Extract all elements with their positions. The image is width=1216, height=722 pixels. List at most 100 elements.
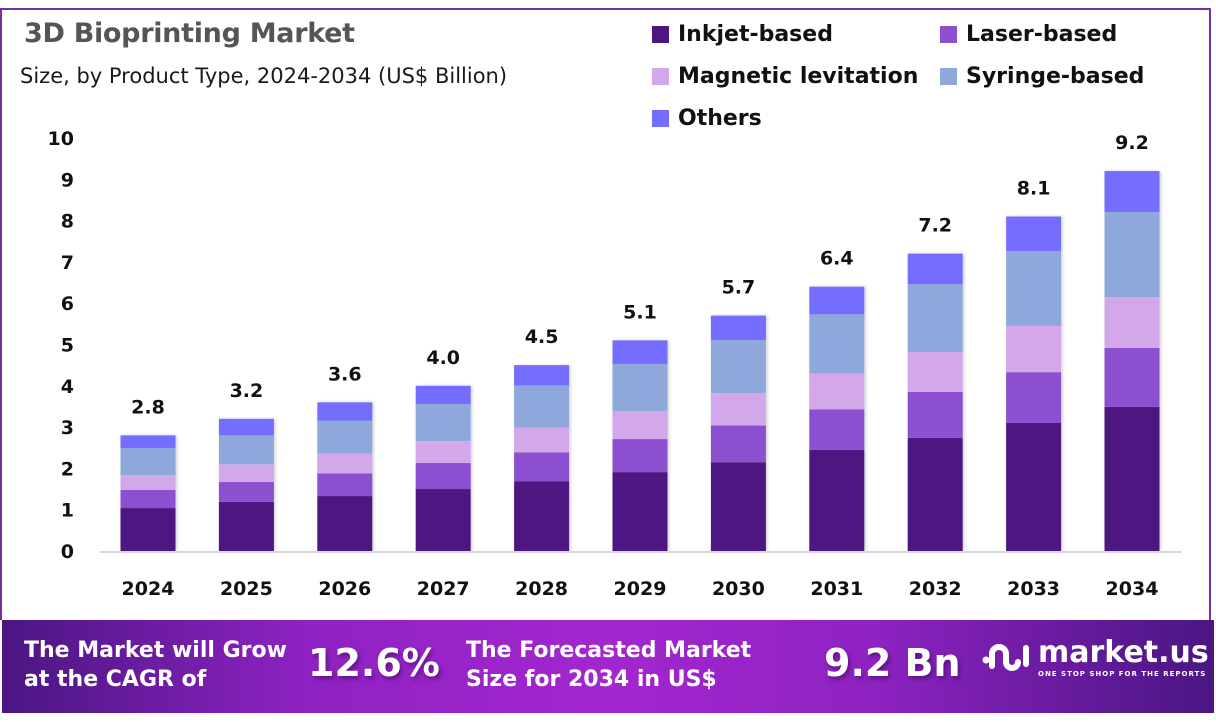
bar-segment-syringe-based-2024 — [120, 448, 176, 476]
legend-label: Others — [678, 106, 762, 131]
bar-segment-syringe-based-2029 — [612, 363, 668, 411]
x-tick-label: 2027 — [417, 578, 470, 600]
bar-segment-inkjet-based-2025 — [218, 501, 274, 551]
total-data-label: 2.8 — [131, 396, 165, 418]
bar-segment-syringe-based-2034 — [1104, 211, 1160, 298]
bar-segment-syringe-based-2031 — [809, 314, 865, 374]
forecast-value: 9.2 Bn — [824, 641, 961, 685]
data-labels: 2.8 3.2 3.6 4.0 4.5 5.1 5.7 6.4 7.2 8.1 9.2 — [131, 132, 1149, 418]
legend-item-others: Others — [652, 106, 762, 131]
bar-segment-inkjet-based-2031 — [809, 449, 865, 551]
x-tick-label: 2024 — [122, 578, 175, 600]
legend-item-laser: Laser-based — [940, 22, 1117, 47]
bar-segment-magnetic-levitation-2025 — [218, 464, 274, 483]
bar-segment-laser-based-2029 — [612, 439, 668, 473]
cagr-value: 12.6% — [308, 641, 440, 685]
x-tick-label: 2031 — [810, 578, 863, 600]
y-tick-label: 9 — [61, 169, 74, 191]
y-tick-label: 1 — [61, 500, 74, 522]
bar-segment-others-2028 — [514, 365, 570, 386]
logo-tagline: ONE STOP SHOP FOR THE REPORTS — [1038, 670, 1207, 678]
bar-segment-magnetic-levitation-2024 — [120, 475, 176, 490]
bar-segment-inkjet-based-2032 — [907, 437, 963, 551]
bar-stack-2034 — [1104, 171, 1160, 551]
bar-stack-2029 — [612, 340, 668, 551]
bar-segment-inkjet-based-2029 — [612, 472, 668, 551]
bar-segment-magnetic-levitation-2027 — [415, 441, 471, 464]
summary-banner: The Market will Grow at the CAGR of 12.6… — [2, 620, 1214, 713]
bar-segment-laser-based-2031 — [809, 409, 865, 450]
bar-segment-others-2024 — [120, 435, 176, 449]
y-tick-label: 7 — [61, 252, 74, 274]
y-tick-label: 2 — [61, 458, 74, 480]
bar-segment-syringe-based-2033 — [1006, 251, 1062, 326]
x-tick-label: 2034 — [1106, 578, 1159, 600]
y-tick-label: 10 — [48, 128, 74, 150]
y-tick-label: 5 — [61, 335, 74, 357]
bar-segment-others-2032 — [907, 253, 963, 285]
bar-stack-2033 — [1006, 216, 1062, 551]
bar-segment-syringe-based-2025 — [218, 435, 274, 465]
bar-stack-2025 — [218, 418, 274, 551]
bar-segment-inkjet-based-2033 — [1006, 422, 1062, 551]
legend-swatch-syringe — [940, 68, 957, 85]
total-data-label: 5.1 — [623, 301, 657, 323]
bar-segment-magnetic-levitation-2034 — [1104, 297, 1160, 348]
x-tick-label: 2029 — [614, 578, 667, 600]
cagr-text: The Market will Grow at the CAGR of — [24, 636, 287, 694]
bar-stack-2026 — [317, 402, 373, 551]
total-data-label: 9.2 — [1115, 132, 1149, 154]
bar-segment-laser-based-2032 — [907, 391, 963, 438]
bar-stack-2031 — [809, 286, 865, 551]
bar-segment-syringe-based-2032 — [907, 284, 963, 352]
chart-title: 3D Bioprinting Market — [24, 18, 355, 49]
y-tick-label: 3 — [61, 417, 74, 439]
bar-segment-inkjet-based-2028 — [514, 481, 570, 551]
bar-segment-inkjet-based-2030 — [710, 462, 766, 551]
bar-segment-laser-based-2027 — [415, 463, 471, 490]
total-data-label: 6.4 — [820, 248, 854, 270]
x-tick-label: 2025 — [220, 578, 273, 600]
forecast-text: The Forecasted Market Size for 2034 in U… — [466, 636, 751, 694]
x-tick-label: 2026 — [318, 578, 371, 600]
legend-label: Magnetic levitation — [678, 64, 919, 89]
y-tick-label: 6 — [61, 293, 74, 315]
total-data-label: 8.1 — [1017, 177, 1051, 199]
bar-segment-others-2034 — [1104, 171, 1160, 212]
bar-stack-2032 — [907, 253, 963, 551]
bar-segment-magnetic-levitation-2033 — [1006, 325, 1062, 373]
bar-segment-others-2029 — [612, 340, 668, 364]
bar-segment-magnetic-levitation-2030 — [710, 393, 766, 426]
x-tick-label: 2032 — [909, 578, 962, 600]
bar-segment-inkjet-based-2024 — [120, 508, 176, 551]
bar-segment-syringe-based-2028 — [514, 385, 570, 428]
legend-item-inkjet: Inkjet-based — [652, 22, 833, 47]
legend-swatch-others — [652, 110, 669, 127]
bar-stack-2024 — [120, 435, 176, 551]
bar-segment-magnetic-levitation-2028 — [514, 427, 570, 453]
legend-swatch-laser — [940, 26, 957, 43]
total-data-label: 3.6 — [328, 363, 362, 385]
x-tick-label: 2033 — [1007, 578, 1060, 600]
y-tick-label: 8 — [61, 211, 74, 233]
x-tick-label: 2030 — [712, 578, 765, 600]
logo-name: market.us — [1038, 635, 1209, 670]
bar-chart: 0 1 2 3 4 5 6 7 8 9 10 2024 2025 2026 2027 2028 2029 203… — [48, 128, 1182, 600]
bar-segment-syringe-based-2026 — [317, 420, 373, 454]
bar-segment-magnetic-levitation-2031 — [809, 373, 865, 410]
x-axis: 2024 2025 2026 2027 2028 2029 2030 2031 2032 2033… — [122, 578, 1159, 600]
bar-stack-2030 — [710, 315, 766, 551]
bar-segment-syringe-based-2030 — [710, 339, 766, 394]
y-tick-label: 4 — [61, 376, 74, 398]
bar-segment-others-2033 — [1006, 216, 1062, 252]
bar-stack-2028 — [514, 365, 570, 551]
bar-segment-others-2030 — [710, 315, 766, 340]
bar-segment-inkjet-based-2034 — [1104, 406, 1160, 551]
legend-item-magnetic: Magnetic levitation — [652, 64, 918, 89]
total-data-label: 4.5 — [525, 326, 559, 348]
forecast-text-line2: Size for 2034 in US$ — [466, 667, 717, 692]
forecast-text-line1: The Forecasted Market — [466, 638, 752, 663]
total-data-label: 3.2 — [230, 380, 264, 402]
bar-segment-inkjet-based-2027 — [415, 489, 471, 551]
chart-subtitle: Size, by Product Type, 2024-2034 (US$ Bi… — [20, 64, 508, 88]
